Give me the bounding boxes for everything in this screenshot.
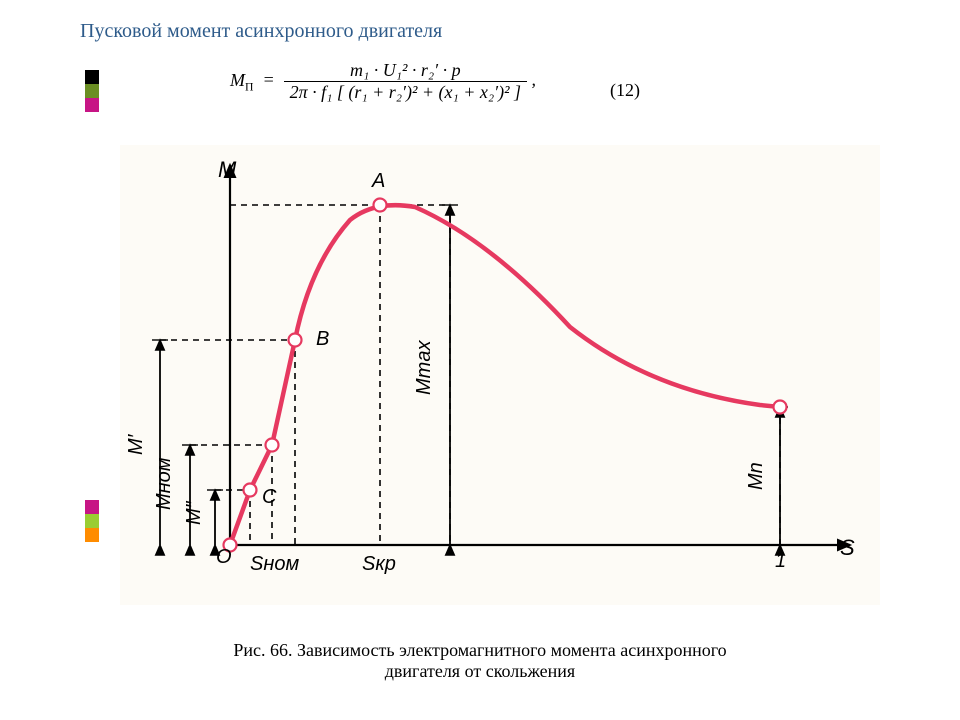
page-title: Пусковой момент асинхронного двигателя (80, 20, 442, 43)
svg-text:Sкр: Sкр (362, 553, 396, 575)
svg-text:1: 1 (775, 550, 786, 572)
formula-lhs: MП (230, 70, 253, 90)
svg-text:Mmax: Mmax (413, 340, 435, 395)
svg-text:M: M (218, 157, 237, 182)
svg-text:Sном: Sном (250, 553, 299, 575)
svg-text:A: A (371, 170, 385, 192)
torque-slip-diagram: Mmax Mn M′ Mном M″ O C B A Sном Sкр 1 M S (120, 145, 880, 645)
svg-text:O: O (216, 546, 232, 568)
accent-bar-top (85, 70, 99, 112)
formula: MП = m₁ · U₁² · r₂′ · p 2π · f₁ [ (r₁ + … (230, 60, 730, 103)
accent-bar-bottom (85, 500, 99, 542)
svg-text:B: B (316, 328, 329, 350)
svg-text:M″: M″ (183, 500, 205, 525)
formula-denominator: 2π · f₁ [ (r₁ + r₂′)² + (x₁ + x₂′)² ] (284, 82, 527, 103)
svg-text:C: C (262, 486, 277, 508)
formula-numerator: m₁ · U₁² · r₂′ · p (284, 60, 527, 82)
svg-text:S: S (840, 535, 855, 560)
formula-fraction: m₁ · U₁² · r₂′ · p 2π · f₁ [ (r₁ + r₂′)²… (284, 60, 527, 103)
equation-number: (12) (610, 80, 640, 101)
svg-text:M′: M′ (125, 433, 147, 455)
svg-text:Mn: Mn (745, 462, 767, 490)
figure-caption: Рис. 66. Зависимость электромагнитного м… (0, 640, 960, 682)
svg-text:Mном: Mном (153, 457, 175, 510)
